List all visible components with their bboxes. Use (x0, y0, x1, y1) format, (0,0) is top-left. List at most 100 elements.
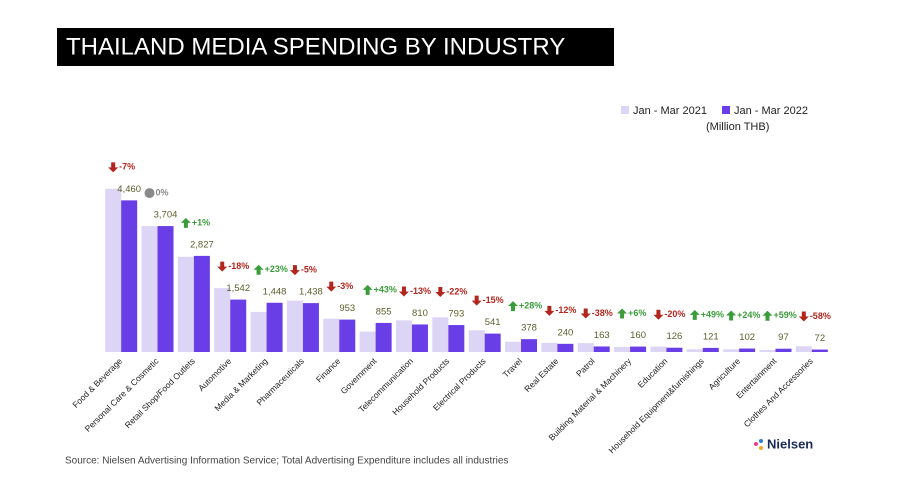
down-arrow (398, 286, 409, 297)
bar (759, 349, 776, 352)
bar (286, 300, 303, 352)
x-tick-label: Education (636, 356, 670, 390)
change-label: +23% (265, 264, 288, 274)
change-label: +49% (701, 309, 724, 319)
bar (739, 348, 756, 352)
legend-swatch (722, 106, 730, 114)
bar (811, 349, 828, 352)
bar (105, 188, 122, 352)
value-label: 240 (557, 327, 573, 338)
logo-dot (759, 446, 763, 450)
bar (395, 320, 412, 352)
bar (359, 331, 376, 352)
value-label: 1,542 (226, 283, 250, 294)
value-label: 4,460 (117, 184, 141, 195)
bar (468, 330, 485, 352)
x-tick-label: Clothes And Accessories (742, 356, 815, 429)
change-label: -20% (664, 309, 685, 319)
bar (157, 226, 174, 352)
value-label: 160 (630, 330, 646, 341)
bar (593, 346, 610, 352)
x-tick-label: Patrol (574, 356, 597, 379)
down-arrow (435, 287, 446, 298)
change-label: -58% (810, 311, 831, 321)
value-label: 541 (485, 317, 501, 328)
unit-label: (Million THB) (706, 121, 769, 133)
value-label: 126 (666, 331, 682, 342)
bar (650, 346, 667, 352)
x-tick-label: Finance (314, 356, 343, 385)
down-arrow (580, 308, 591, 319)
bar (775, 348, 792, 352)
up-arrow (762, 310, 773, 321)
bar (432, 317, 449, 352)
bar (557, 343, 574, 352)
value-label: 793 (448, 309, 464, 320)
bar (630, 346, 647, 352)
value-label: 2,827 (190, 239, 214, 250)
up-arrow (508, 301, 519, 312)
chart-title: THAILAND MEDIA SPENDING BY INDUSTRY (66, 33, 565, 60)
bar (230, 299, 247, 352)
value-label: 3,704 (154, 210, 178, 221)
change-label: -12% (555, 305, 576, 315)
legend-label: Jan - Mar 2022 (734, 105, 808, 117)
change-label: +6% (628, 308, 646, 318)
value-label: 810 (412, 308, 428, 319)
logo: Nielsen (754, 436, 813, 451)
bar (521, 339, 538, 352)
down-arrow (471, 295, 482, 306)
up-arrow (180, 217, 191, 228)
bar (375, 322, 392, 352)
bar (541, 342, 558, 352)
up-arrow (253, 264, 264, 275)
brand: Nielsen (767, 436, 813, 451)
neutral-dot (144, 188, 155, 199)
logo-dot (759, 439, 763, 443)
bar (323, 318, 340, 352)
down-arrow (326, 281, 337, 292)
value-label: 1,438 (299, 287, 323, 298)
bar (614, 346, 631, 352)
change-label: -13% (410, 286, 431, 296)
change-label: -38% (592, 308, 613, 318)
value-label: 953 (339, 303, 355, 314)
x-tick-label: Agriculture (706, 356, 742, 392)
bar (121, 200, 138, 352)
value-label: 121 (703, 331, 719, 342)
bar (577, 343, 594, 352)
bar (505, 341, 522, 352)
bar (702, 347, 719, 352)
change-label: +1% (192, 217, 210, 227)
change-label: -15% (483, 295, 504, 305)
x-tick-label: Travel (500, 356, 524, 380)
logo-dot (754, 442, 758, 446)
change-label: +24% (737, 310, 760, 320)
value-label: 378 (521, 323, 537, 334)
change-label: +59% (773, 310, 796, 320)
value-label: 72 (815, 333, 826, 344)
legend-swatch (621, 106, 629, 114)
bar (666, 347, 683, 352)
bar (266, 302, 283, 352)
bar (193, 255, 210, 352)
up-arrow (689, 309, 700, 320)
down-arrow (798, 311, 809, 322)
down-arrow (217, 261, 228, 272)
x-tick-label: Automotive (196, 356, 233, 393)
bar (448, 325, 465, 352)
source: Source: Nielsen Advertising Information … (65, 456, 508, 467)
bar (795, 346, 812, 352)
up-arrow (362, 284, 373, 295)
down-arrow (653, 309, 664, 320)
down-arrow (544, 305, 555, 316)
change-label: -5% (301, 264, 317, 274)
bar (339, 319, 356, 352)
bar (686, 349, 703, 352)
change-label: -3% (337, 281, 353, 291)
value-label: 163 (594, 330, 610, 341)
up-arrow (617, 308, 628, 319)
change-label: -7% (119, 162, 135, 172)
bar (214, 288, 231, 352)
